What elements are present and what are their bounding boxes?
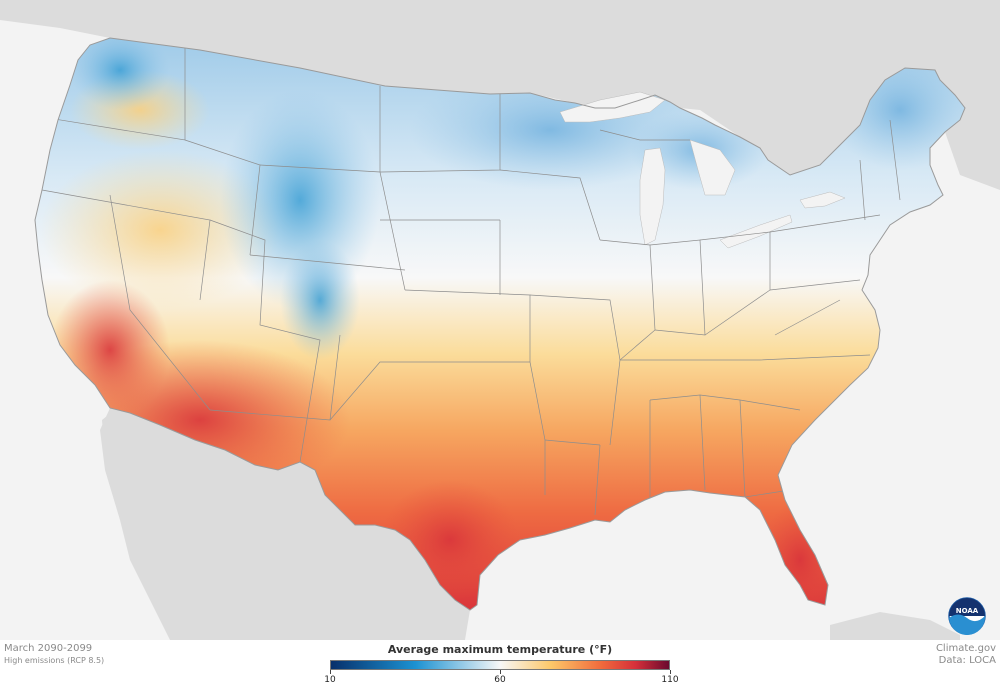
lake-superior [559, 91, 666, 123]
state-borders [41, 40, 901, 516]
credit-site: Climate.gov [935, 643, 996, 654]
legend-tick-mark [499, 670, 501, 674]
baja-peninsula [102, 412, 180, 630]
legend-tick-label: 10 [324, 675, 336, 685]
legend-title: Average maximum temperature (°F) [387, 643, 613, 656]
cuba-land [830, 612, 960, 640]
credit-data-source: Data: LOCA [938, 655, 996, 666]
great-lakes [559, 91, 846, 249]
temperature-map [0, 0, 1000, 640]
emissions-scenario-label: High emissions (RCP 8.5) [4, 656, 105, 665]
lake-ontario [799, 191, 846, 209]
legend-tick-label: 110 [661, 675, 679, 685]
legend-color-bar [330, 660, 670, 670]
map-area: NOAA [0, 0, 1000, 640]
lake-erie [719, 214, 793, 249]
time-period-label: March 2090-2099 [4, 643, 93, 654]
map-footer: March 2090-2099 High emissions (RCP 8.5)… [0, 640, 1000, 690]
legend-tick-mark [329, 670, 331, 674]
legend-tick-mark [669, 670, 671, 674]
mexico-land [100, 408, 470, 640]
lake-huron [689, 139, 736, 196]
lake-michigan [639, 147, 666, 246]
noaa-logo-text: NOAA [956, 607, 979, 615]
noaa-logo-icon: NOAA [948, 597, 986, 635]
legend-tick-label: 60 [494, 675, 506, 685]
